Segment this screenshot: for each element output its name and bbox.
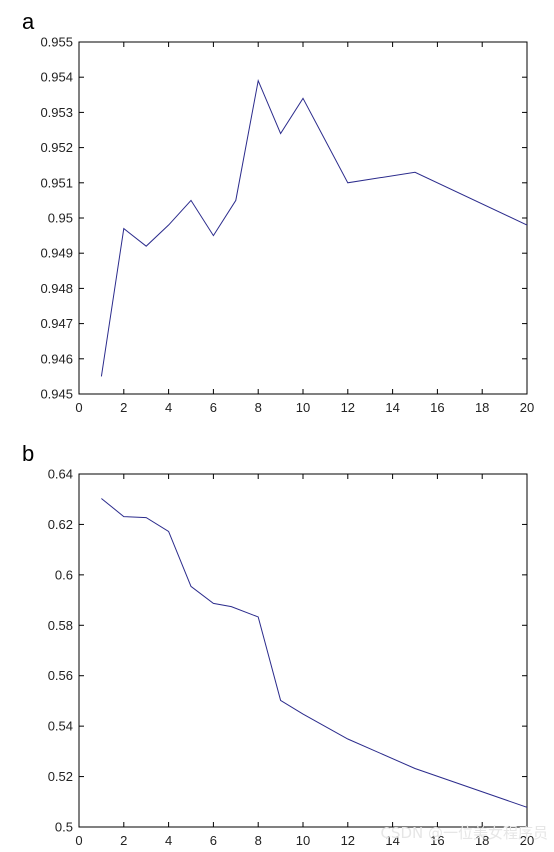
y-tick-label: 0.6	[55, 567, 73, 582]
x-tick-label: 14	[385, 400, 399, 415]
y-tick-label: 0.951	[40, 175, 73, 190]
axes-frame	[78, 41, 528, 395]
x-tick-label: 8	[255, 833, 262, 848]
x-tick-label: 18	[475, 833, 489, 848]
x-tick-label: 20	[520, 400, 534, 415]
y-tick-label: 0.58	[48, 618, 73, 633]
x-tick-label: 12	[341, 400, 355, 415]
series-line	[100, 78, 528, 377]
x-tick-label: 4	[165, 400, 172, 415]
panel-label: a	[22, 9, 35, 34]
panel-label: b	[22, 441, 34, 466]
x-tick-label: 10	[296, 833, 310, 848]
x-tick-label: 18	[475, 400, 489, 415]
y-tick-label: 0.62	[48, 517, 73, 532]
axes-frame	[78, 473, 528, 828]
x-tick-label: 14	[385, 833, 399, 848]
x-tick-label: 2	[120, 833, 127, 848]
y-tick-label: 0.52	[48, 769, 73, 784]
chart-panel-b: b 0 2 4 6 8 10 12 14 16 18 20 0.5 0.52 0.54 0.56 0.58 0.6…	[22, 441, 534, 848]
x-tick-label: 8	[255, 400, 262, 415]
x-tick-label: 16	[430, 833, 444, 848]
y-tick-label: 0.948	[40, 281, 73, 296]
y-tick-label: 0.954	[40, 70, 73, 85]
y-tick-label: 0.64	[48, 467, 73, 482]
y-tick-label: 0.54	[48, 719, 73, 734]
y-tick-label: 0.952	[40, 140, 73, 155]
y-tick-label: 0.5	[55, 820, 73, 835]
y-tick-label: 0.945	[40, 387, 73, 402]
x-tick-label: 0	[75, 400, 82, 415]
y-tick-label: 0.56	[48, 668, 73, 683]
x-tick-label: 4	[165, 833, 172, 848]
x-tick-label: 10	[296, 400, 310, 415]
watermark: CSDN @一位美女程序员	[380, 824, 548, 842]
x-tick-label: 6	[210, 833, 217, 848]
y-tick-label: 0.955	[40, 35, 73, 50]
chart-panel-a: a 0 2 4 6 8 10 12 14 16 18 20 0.945 0.946 0.947 0.948 0.…	[22, 9, 534, 415]
x-tick-label: 12	[341, 833, 355, 848]
y-tick-label: 0.946	[40, 351, 73, 366]
y-tick-label: 0.953	[40, 105, 73, 120]
x-tick-label: 0	[75, 833, 82, 848]
y-tick-label: 0.949	[40, 246, 73, 261]
y-tick-label: 0.947	[40, 316, 73, 331]
x-tick-label: 2	[120, 400, 127, 415]
y-tick-label: 0.95	[48, 211, 73, 226]
x-tick-label: 6	[210, 400, 217, 415]
x-tick-label: 16	[430, 400, 444, 415]
x-tick-label: 20	[520, 833, 534, 848]
series-line	[101, 498, 528, 808]
